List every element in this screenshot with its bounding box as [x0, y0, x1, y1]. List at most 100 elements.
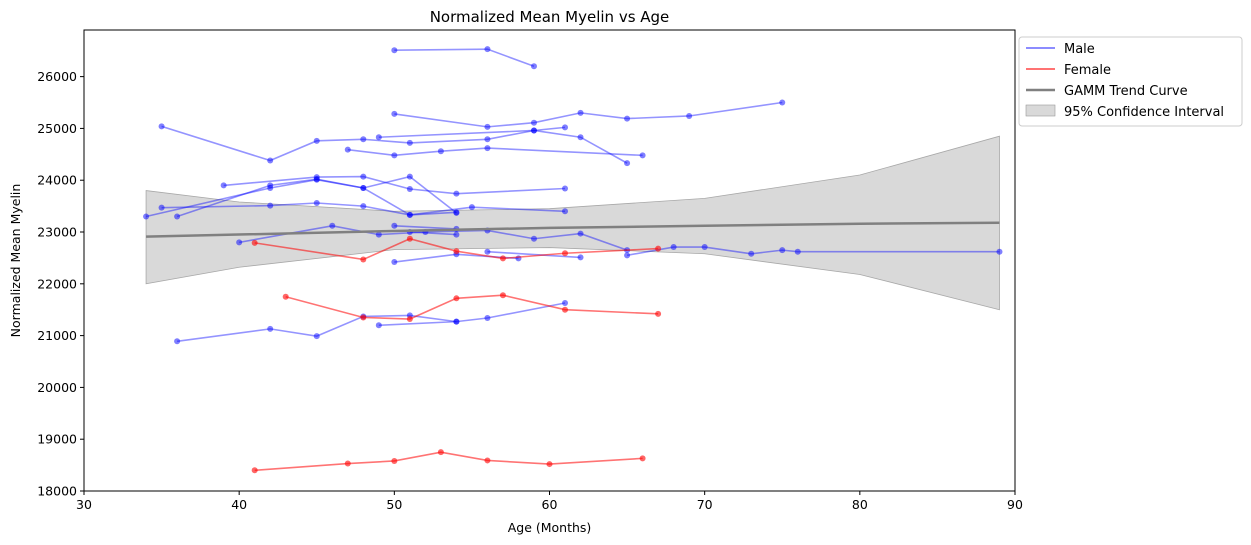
x-tick-label: 30 — [76, 497, 92, 512]
female-data-point — [499, 292, 506, 299]
female-series-line — [285, 294, 659, 320]
y-tick-label: 20000 — [37, 380, 77, 395]
male-data-point — [484, 46, 491, 53]
legend-label-trend: GAMM Trend Curve — [1064, 84, 1188, 99]
y-tick-label: 23000 — [37, 225, 77, 240]
x-tick-label: 50 — [386, 497, 402, 512]
male-series-line — [378, 129, 628, 164]
male-data-point — [406, 211, 413, 218]
male-data-point — [530, 127, 537, 134]
male-data-point — [484, 314, 491, 321]
female-data-point — [453, 248, 460, 255]
trend-layer — [146, 221, 1000, 238]
male-data-point — [360, 203, 367, 210]
chart-title: Normalized Mean Myelin vs Age — [430, 8, 670, 26]
male-data-point — [562, 208, 569, 215]
legend: Male Female GAMM Trend Curve 95% Confide… — [1018, 36, 1243, 127]
male-data-point — [406, 186, 413, 193]
male-data-point — [624, 115, 631, 122]
female-data-point — [251, 239, 258, 246]
gamm-trend-curve — [146, 221, 1000, 238]
female-data-point — [282, 293, 289, 300]
x-tick-label: 60 — [542, 497, 558, 512]
legend-box — [1018, 36, 1243, 127]
male-data-point — [530, 119, 537, 126]
male-series-1 — [391, 99, 786, 130]
male-series-line — [161, 125, 566, 162]
male-data-point — [375, 231, 382, 238]
male-data-point — [484, 136, 491, 143]
male-data-point — [562, 299, 569, 306]
male-data-point — [406, 173, 413, 180]
male-series-16 — [375, 318, 460, 329]
x-tick-label: 90 — [1007, 497, 1023, 512]
y-tick-label: 25000 — [37, 121, 77, 136]
male-data-point — [577, 109, 584, 116]
female-data-point — [499, 255, 506, 262]
male-series-4 — [375, 127, 631, 167]
male-data-point — [174, 213, 181, 220]
male-data-point — [577, 254, 584, 261]
legend-swatch-ci — [1025, 104, 1056, 117]
male-series-line — [394, 224, 457, 230]
male-series-15 — [174, 299, 569, 345]
male-data-point — [624, 252, 631, 259]
male-data-point — [530, 235, 537, 242]
male-data-point — [360, 173, 367, 180]
male-data-point — [236, 239, 243, 246]
male-data-point — [437, 148, 444, 155]
male-data-point — [484, 248, 491, 255]
male-series-14 — [624, 244, 1003, 259]
male-data-point — [996, 248, 1003, 255]
female-data-point — [639, 455, 646, 462]
male-data-point — [391, 259, 398, 266]
male-data-point — [158, 204, 165, 211]
male-series-3 — [344, 145, 646, 159]
male-data-point — [391, 47, 398, 54]
female-series-line — [254, 451, 643, 472]
male-data-point — [562, 124, 569, 131]
male-data-point — [577, 134, 584, 141]
female-series-17 — [251, 235, 662, 263]
female-data-point — [344, 460, 351, 467]
y-axis-ticks: 18000 19000 20000 21000 22000 23000 24000 25000… — [37, 69, 84, 499]
x-tick-label: 80 — [852, 497, 868, 512]
male-data-point — [267, 325, 274, 332]
female-data-point — [406, 235, 413, 242]
male-data-point — [701, 244, 708, 251]
male-data-point — [453, 209, 460, 216]
male-data-point — [484, 123, 491, 130]
male-series-line — [487, 250, 581, 259]
female-series-18 — [282, 292, 662, 323]
male-data-point — [158, 123, 165, 130]
male-data-point — [406, 139, 413, 146]
male-data-point — [484, 145, 491, 152]
male-series-line — [145, 175, 457, 218]
male-data-point — [391, 222, 398, 229]
male-series-line — [409, 231, 457, 236]
male-data-point — [375, 322, 382, 329]
y-tick-label: 26000 — [37, 69, 77, 84]
male-series-line — [223, 175, 566, 195]
male-series-12 — [484, 248, 584, 261]
male-data-point — [779, 99, 786, 106]
series-layer — [143, 46, 1003, 474]
male-data-point — [453, 318, 460, 325]
male-data-point — [313, 333, 320, 340]
male-data-point — [174, 338, 181, 345]
male-data-point — [313, 200, 320, 207]
female-data-point — [360, 314, 367, 321]
y-tick-label: 22000 — [37, 276, 77, 291]
male-data-point — [391, 152, 398, 159]
male-data-point — [375, 134, 382, 141]
male-data-point — [220, 182, 227, 189]
male-data-point — [391, 110, 398, 117]
male-series-5 — [220, 173, 569, 197]
male-data-point — [453, 231, 460, 238]
male-data-point — [267, 157, 274, 164]
female-data-point — [562, 250, 569, 257]
y-tick-label: 19000 — [37, 432, 77, 447]
y-tick-label: 18000 — [37, 484, 77, 499]
x-axis-ticks: 30 40 50 60 70 80 90 — [76, 491, 1023, 512]
female-data-point — [251, 467, 258, 474]
